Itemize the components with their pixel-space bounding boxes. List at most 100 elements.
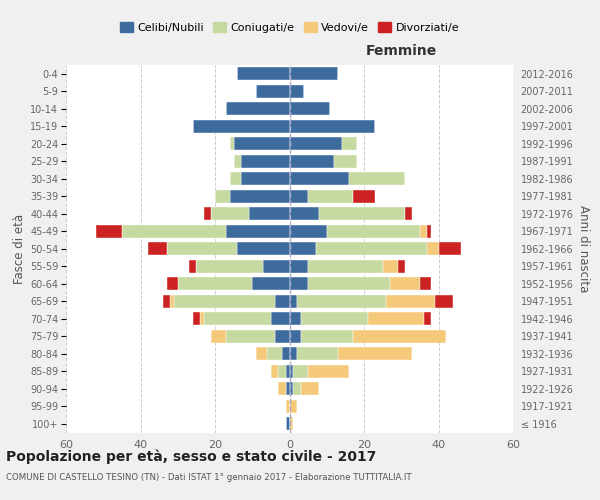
Bar — [215, 190, 230, 203]
Bar — [293, 364, 308, 378]
Bar — [252, 277, 290, 290]
Bar — [290, 312, 301, 326]
Bar — [241, 154, 290, 168]
Bar — [405, 207, 412, 220]
Bar — [278, 382, 286, 396]
Bar — [427, 224, 431, 238]
Bar — [170, 294, 174, 308]
Bar — [308, 190, 353, 203]
Text: Popolazione per età, sesso e stato civile - 2017: Popolazione per età, sesso e stato civil… — [6, 450, 376, 464]
Bar — [383, 260, 398, 273]
Bar — [226, 330, 275, 343]
Y-axis label: Fasce di età: Fasce di età — [13, 214, 26, 284]
Bar — [316, 242, 427, 256]
Bar — [290, 154, 334, 168]
Bar — [96, 224, 122, 238]
Text: COMUNE DI CASTELLO TESINO (TN) - Dati ISTAT 1° gennaio 2017 - Elaborazione TUTTI: COMUNE DI CASTELLO TESINO (TN) - Dati IS… — [6, 472, 412, 482]
Bar — [290, 277, 308, 290]
Bar — [297, 347, 338, 360]
Text: Femmine: Femmine — [365, 44, 437, 58]
Bar — [290, 294, 297, 308]
Bar — [290, 190, 308, 203]
Bar — [301, 330, 353, 343]
Bar — [308, 277, 390, 290]
Bar — [286, 364, 290, 378]
Bar — [248, 207, 290, 220]
Bar — [290, 347, 297, 360]
Bar — [238, 67, 290, 80]
Bar — [435, 294, 454, 308]
Bar — [204, 207, 211, 220]
Bar — [353, 330, 446, 343]
Bar — [174, 294, 275, 308]
Bar — [278, 364, 286, 378]
Bar — [290, 242, 316, 256]
Bar — [420, 277, 431, 290]
Bar — [256, 84, 290, 98]
Bar — [290, 224, 327, 238]
Bar — [263, 260, 290, 273]
Bar — [290, 400, 297, 413]
Bar — [338, 347, 412, 360]
Bar — [167, 277, 178, 290]
Bar — [427, 242, 439, 256]
Bar — [424, 312, 431, 326]
Bar — [290, 84, 304, 98]
Bar — [167, 242, 238, 256]
Bar — [301, 312, 368, 326]
Legend: Celibi/Nubili, Coniugati/e, Vedovi/e, Divorziati/e: Celibi/Nubili, Coniugati/e, Vedovi/e, Di… — [116, 19, 463, 36]
Bar — [196, 260, 263, 273]
Bar — [290, 382, 293, 396]
Bar — [275, 330, 290, 343]
Bar — [290, 330, 301, 343]
Bar — [308, 260, 383, 273]
Bar — [386, 294, 435, 308]
Bar — [200, 312, 204, 326]
Bar — [334, 154, 356, 168]
Bar — [230, 172, 241, 186]
Bar — [290, 207, 319, 220]
Bar — [290, 364, 293, 378]
Bar — [439, 242, 461, 256]
Bar — [290, 67, 338, 80]
Bar — [230, 137, 233, 150]
Bar — [297, 294, 386, 308]
Bar — [290, 137, 341, 150]
Bar — [148, 242, 167, 256]
Bar — [286, 382, 290, 396]
Bar — [204, 312, 271, 326]
Bar — [353, 190, 375, 203]
Bar — [267, 347, 282, 360]
Bar — [398, 260, 405, 273]
Bar — [230, 190, 290, 203]
Bar — [290, 260, 308, 273]
Bar — [241, 172, 290, 186]
Bar — [226, 102, 290, 116]
Bar — [122, 224, 226, 238]
Bar — [420, 224, 427, 238]
Bar — [286, 400, 290, 413]
Bar — [286, 417, 290, 430]
Bar — [211, 207, 248, 220]
Bar — [271, 364, 278, 378]
Bar — [293, 382, 301, 396]
Bar — [275, 294, 290, 308]
Bar — [290, 172, 349, 186]
Bar — [290, 417, 293, 430]
Bar — [163, 294, 170, 308]
Bar — [233, 154, 241, 168]
Bar — [341, 137, 356, 150]
Bar — [327, 224, 420, 238]
Bar — [290, 102, 331, 116]
Bar — [271, 312, 290, 326]
Bar — [233, 137, 290, 150]
Bar — [193, 120, 290, 133]
Bar — [189, 260, 196, 273]
Bar — [238, 242, 290, 256]
Bar — [390, 277, 420, 290]
Bar — [193, 312, 200, 326]
Bar — [256, 347, 267, 360]
Bar — [282, 347, 290, 360]
Bar — [178, 277, 252, 290]
Bar — [211, 330, 226, 343]
